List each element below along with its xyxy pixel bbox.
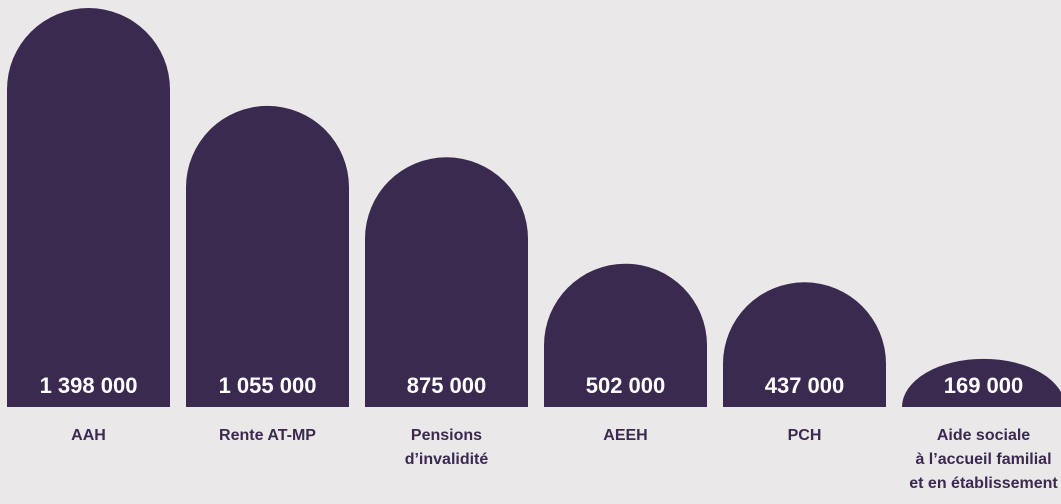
- category-label-5-line-0: Aide sociale: [937, 427, 1030, 444]
- value-labels-group: 1 398 000 1 055 000 875 000 502 000 437 000 1…: [40, 373, 1024, 398]
- value-label-5: 169 000: [944, 373, 1024, 398]
- category-label-3: AEEH: [603, 427, 647, 444]
- bar-1: [186, 105, 349, 408]
- category-labels-group: AAH Rente AT-MP Pensions d’invalidité AEEH PC…: [71, 427, 1058, 492]
- value-label-1: 1 055 000: [219, 373, 317, 398]
- bar-2: [365, 157, 528, 407]
- value-label-2: 875 000: [407, 373, 487, 398]
- category-label-0: AAH: [71, 427, 106, 444]
- category-label-4: PCH: [788, 427, 822, 444]
- bar-0: [7, 7, 170, 407]
- bar-4: [723, 282, 886, 407]
- bar-5: [902, 358, 1061, 407]
- category-label-5: Aide sociale à l’accueil familial et en ét…: [909, 427, 1058, 492]
- category-label-2-line-1: d’invalidité: [405, 451, 489, 468]
- category-label-1: Rente AT-MP: [219, 427, 316, 444]
- value-label-3: 502 000: [586, 373, 666, 398]
- category-label-2: Pensions d’invalidité: [405, 427, 489, 468]
- category-label-2-line-0: Pensions: [411, 427, 482, 444]
- category-label-5-line-2: et en établissement: [909, 475, 1058, 492]
- category-label-4-line-0: PCH: [788, 427, 822, 444]
- category-label-0-line-0: AAH: [71, 427, 106, 444]
- category-label-5-line-1: à l’accueil familial: [915, 451, 1051, 468]
- category-label-3-line-0: AEEH: [603, 427, 647, 444]
- value-label-0: 1 398 000: [40, 373, 138, 398]
- category-label-1-line-0: Rente AT-MP: [219, 427, 316, 444]
- value-label-4: 437 000: [765, 373, 845, 398]
- bars-group: [7, 7, 1061, 408]
- bar-3: [544, 263, 707, 407]
